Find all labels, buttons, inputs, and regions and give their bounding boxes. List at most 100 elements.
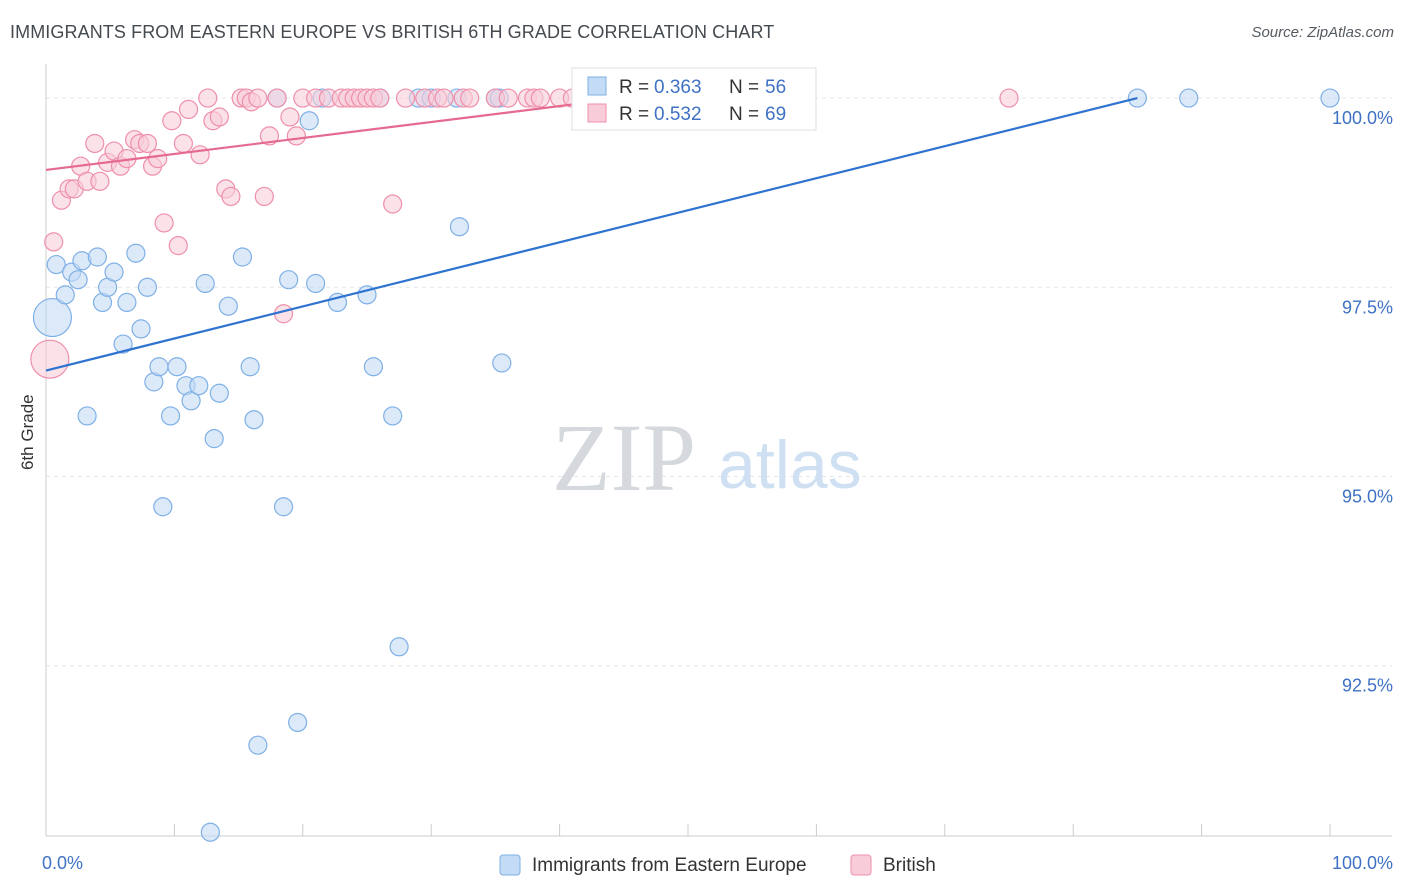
british-point: [248, 88, 268, 108]
eastern-europe-point: [248, 735, 268, 755]
eastern-europe-point: [288, 712, 308, 733]
x-tick-label: 100.0%: [1332, 853, 1393, 873]
eastern-europe-point: [449, 217, 470, 237]
y-tick-label: 97.5%: [1342, 297, 1393, 317]
eastern-europe-point: [299, 111, 319, 131]
legend-r-label: R =: [619, 104, 649, 125]
blue-series-swatch: [499, 854, 521, 876]
british-point: [148, 149, 168, 169]
eastern-europe-point: [149, 357, 169, 377]
british-point: [530, 88, 550, 108]
source-label: Source: ZipAtlas.com: [1251, 24, 1394, 41]
chart-title: IMMIGRANTS FROM EASTERN EUROPE VS BRITIS…: [10, 22, 775, 42]
eastern-europe-point: [153, 497, 173, 517]
eastern-europe-point: [244, 410, 264, 430]
y-tick-label: 100.0%: [1332, 108, 1393, 128]
eastern-europe-point: [131, 319, 151, 339]
british-point: [999, 88, 1019, 108]
british-point: [137, 133, 158, 154]
legend-n-value: 56: [765, 77, 786, 98]
y-tick-label: 95.0%: [1342, 486, 1393, 506]
eastern-europe-point: [46, 254, 66, 275]
legend-r-value: 0.363: [654, 77, 702, 98]
pink-series-swatch: [850, 854, 872, 876]
legend-box: [571, 67, 817, 131]
eastern-europe-point: [389, 637, 409, 657]
british-point: [162, 111, 182, 131]
eastern-europe-point: [137, 277, 158, 297]
british-point: [383, 194, 403, 214]
pink-legend-swatch: [587, 103, 607, 123]
eastern-europe-point: [279, 270, 299, 290]
legend-n-label: N =: [729, 104, 759, 125]
blue-legend-swatch: [587, 76, 607, 96]
eastern-europe-point: [200, 822, 220, 842]
eastern-europe-point: [492, 353, 512, 373]
eastern-europe-point: [209, 383, 229, 403]
british-point: [44, 232, 64, 252]
british-point: [30, 339, 70, 379]
legend-n-value: 69: [765, 104, 786, 125]
british-point: [90, 171, 110, 191]
eastern-europe-point: [167, 357, 187, 377]
eastern-europe-point: [363, 357, 384, 377]
british-point: [190, 145, 210, 165]
eastern-europe-point: [240, 357, 260, 377]
eastern-europe-point: [306, 273, 326, 294]
british-point: [221, 186, 241, 207]
series-legend-label: Immigrants from Eastern Europe: [532, 855, 807, 876]
eastern-europe-point: [383, 406, 403, 426]
eastern-europe-point: [232, 247, 253, 267]
british-point: [280, 107, 300, 127]
british-point: [267, 88, 287, 108]
eastern-europe-point: [55, 285, 75, 305]
stats-legend: R = 0.363 N = 56 R = 0.532 N = 69: [571, 67, 817, 131]
british-point: [286, 126, 306, 146]
gridlines: [46, 97, 1392, 667]
eastern-europe-point: [218, 296, 238, 316]
eastern-europe-point: [204, 429, 224, 449]
british-point: [198, 88, 218, 108]
eastern-europe-point: [32, 297, 73, 338]
trend-lines: [45, 96, 1138, 372]
tick-labels: 100.0% 97.5% 95.0% 92.5% 0.0% 100.0%: [42, 108, 1393, 873]
eastern-europe-point: [181, 391, 201, 411]
data-points: [30, 88, 1340, 842]
british-point: [259, 126, 280, 146]
eastern-europe-point: [117, 292, 137, 313]
british-point: [173, 133, 193, 154]
x-tick-label: 0.0%: [42, 853, 83, 873]
eastern-europe-point: [68, 270, 88, 290]
legend-r-label: R =: [619, 77, 649, 98]
british-point: [168, 236, 188, 256]
series-legend: Immigrants from Eastern Europe British: [499, 854, 936, 876]
eastern-europe-point: [1179, 88, 1199, 108]
eastern-europe-point: [273, 497, 294, 517]
british-point: [370, 88, 390, 108]
eastern-europe-point: [113, 334, 133, 354]
british-trend-line: [45, 96, 624, 172]
eastern-europe-point: [195, 273, 215, 294]
y-tick-label: 92.5%: [1342, 676, 1393, 696]
eastern-europe-trend-line: [45, 96, 1138, 372]
eastern-europe-point: [77, 406, 97, 426]
british-point: [460, 88, 480, 108]
eastern-europe-point: [1320, 88, 1340, 108]
watermark-zip: ZIP: [552, 404, 696, 511]
eastern-europe-point: [126, 243, 146, 263]
watermark-atlas: atlas: [718, 427, 862, 503]
british-point: [498, 88, 518, 108]
axes: [45, 64, 1392, 837]
eastern-europe-point: [104, 262, 124, 282]
legend-r-value: 0.532: [654, 104, 702, 125]
eastern-europe-point: [160, 406, 181, 426]
eastern-europe-point: [189, 376, 209, 396]
british-point: [434, 88, 454, 108]
british-point: [85, 133, 105, 154]
british-point: [178, 99, 199, 120]
eastern-europe-point: [87, 247, 107, 267]
british-point: [395, 88, 416, 108]
british-point: [254, 186, 274, 207]
british-point: [154, 213, 174, 233]
